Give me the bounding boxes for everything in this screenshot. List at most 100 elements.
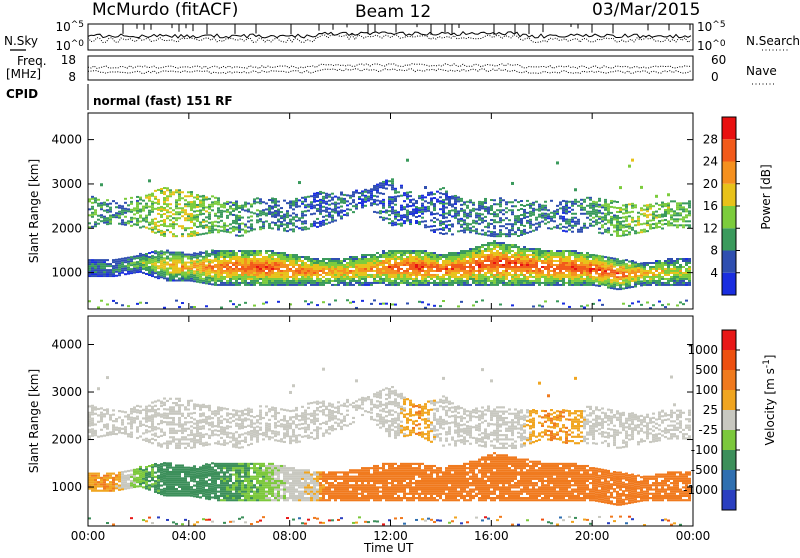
heatmap-cell [499, 252, 502, 254]
heatmap-cell [412, 270, 415, 272]
heatmap-cell [112, 273, 115, 275]
heatmap-cell [148, 200, 151, 202]
heatmap-cell [661, 220, 664, 222]
heatmap-cell [178, 217, 181, 219]
heatmap-cell [439, 202, 442, 204]
heatmap-cell [295, 216, 298, 218]
heatmap-cell [469, 276, 472, 278]
heatmap-cell [343, 194, 346, 196]
heatmap-cell [442, 282, 445, 284]
heatmap-cell [484, 206, 487, 208]
heatmap-cell [286, 270, 289, 272]
heatmap-cell [121, 264, 124, 266]
heatmap-cell [466, 201, 469, 203]
heatmap-cell [649, 276, 652, 278]
heatmap-cell [400, 209, 403, 211]
heatmap-cell [358, 264, 361, 266]
heatmap-cell [469, 254, 472, 256]
heatmap-cell [268, 276, 271, 278]
heatmap-cell [493, 268, 496, 270]
heatmap-cell [229, 252, 232, 254]
heatmap-cell [145, 207, 148, 209]
heatmap-cell [340, 217, 343, 219]
heatmap-cell [502, 250, 505, 252]
heatmap-cell [535, 248, 538, 250]
heatmap-cell [112, 267, 115, 269]
heatmap-cell [361, 192, 364, 194]
heatmap-cell [493, 276, 496, 278]
heatmap-cell [676, 272, 679, 274]
heatmap-cell [508, 252, 511, 254]
heatmap-cell [454, 211, 457, 213]
heatmap-cell [682, 208, 685, 210]
heatmap-cell [379, 276, 382, 278]
heatmap-cell [100, 273, 103, 275]
heatmap-cell [196, 259, 199, 261]
heatmap-cell [568, 272, 571, 274]
heatmap-cell [352, 274, 355, 276]
heatmap-cell [250, 276, 253, 278]
heatmap-cell [157, 273, 160, 275]
heatmap-cell [559, 203, 562, 205]
heatmap-cell [259, 200, 262, 202]
heatmap-cell [286, 256, 289, 258]
heatmap-cell [583, 260, 586, 262]
heatmap-cell [628, 211, 631, 213]
heatmap-cell [178, 274, 181, 276]
heatmap-cell [91, 405, 94, 407]
heatmap-cell [223, 204, 226, 206]
heatmap-cell [310, 260, 313, 262]
heatmap-cell [379, 210, 382, 212]
heatmap-cell [688, 202, 691, 204]
heatmap-cell [403, 276, 406, 278]
heatmap-cell [550, 256, 553, 258]
heatmap-cell [127, 259, 130, 261]
heatmap-cell [613, 206, 616, 208]
heatmap-cell [220, 250, 223, 252]
heatmap-cell [442, 274, 445, 276]
heatmap-cell [565, 230, 568, 232]
heatmap-cell [337, 213, 340, 215]
heatmap-cell [487, 210, 490, 212]
heatmap-cell [376, 186, 379, 188]
heatmap-cell [580, 276, 583, 278]
heatmap-cell [202, 262, 205, 264]
heatmap-cell [208, 218, 211, 220]
heatmap-cell [154, 198, 157, 200]
heatmap-cell [601, 212, 604, 214]
heatmap-cell [199, 265, 202, 267]
heatmap-cell [526, 222, 529, 224]
heatmap-cell [100, 265, 103, 267]
heatmap-cell [277, 227, 280, 229]
heatmap-cell [391, 210, 394, 212]
heatmap-cell [289, 276, 292, 278]
heatmap-cell [331, 211, 334, 213]
heatmap-cell [370, 196, 373, 198]
heatmap-cell [151, 227, 154, 229]
heatmap-cell [370, 198, 373, 200]
heatmap-cell [316, 268, 319, 270]
heatmap-cell [241, 229, 244, 231]
heatmap-cell [253, 228, 256, 230]
heatmap-cell [331, 264, 334, 266]
heatmap-cell [196, 232, 199, 234]
heatmap-cell [148, 268, 151, 270]
heatmap-cell [202, 201, 205, 203]
heatmap-cell [238, 284, 241, 286]
heatmap-cell [487, 272, 490, 274]
heatmap-cell [616, 223, 619, 225]
heatmap-cell [220, 272, 223, 274]
heatmap-cell [634, 281, 637, 283]
heatmap-cell [217, 217, 220, 219]
heatmap-cell [382, 262, 385, 264]
heatmap-cell [481, 221, 484, 223]
heatmap-cell [580, 227, 583, 229]
heatmap-cell [166, 250, 169, 252]
heatmap-cell [568, 284, 571, 286]
heatmap-cell [250, 272, 253, 274]
heatmap-cell [175, 300, 178, 302]
heatmap-cell [421, 301, 424, 303]
heatmap-cell [517, 268, 520, 270]
heatmap-cell [517, 219, 520, 221]
heatmap-cell [475, 256, 478, 258]
